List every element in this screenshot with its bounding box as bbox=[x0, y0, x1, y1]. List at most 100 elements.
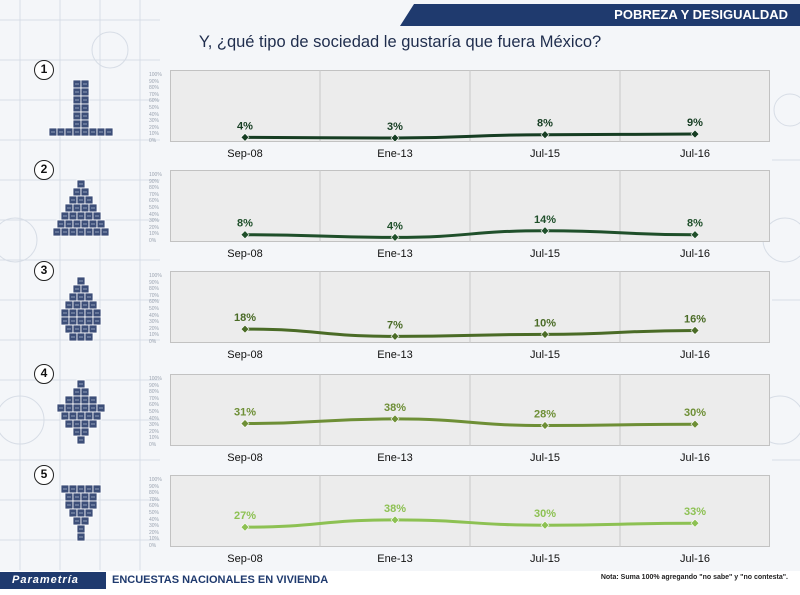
data-label: 28% bbox=[534, 409, 556, 421]
y-tick-label: 0% bbox=[149, 543, 157, 549]
x-tick-label: Jul-16 bbox=[680, 452, 710, 464]
data-label: 31% bbox=[234, 407, 256, 419]
y-tick-label: 70% bbox=[149, 292, 160, 299]
y-tick-label: 0% bbox=[149, 442, 157, 448]
y-tick-label: 60% bbox=[149, 299, 160, 306]
y-tick-label: 20% bbox=[149, 428, 160, 435]
y-tick-label: 80% bbox=[149, 389, 160, 396]
data-label: 18% bbox=[234, 312, 256, 324]
data-label: 7% bbox=[387, 319, 403, 331]
y-tick-label: 80% bbox=[149, 85, 160, 92]
y-tick-label: 30% bbox=[149, 523, 160, 530]
y-tick-label: 30% bbox=[149, 218, 160, 225]
y-tick-label: 90% bbox=[149, 279, 160, 286]
x-tick-label: Jul-16 bbox=[680, 148, 710, 160]
section-header-bar: POBREZA Y DESIGUALDAD bbox=[400, 4, 800, 26]
y-tick-label: 40% bbox=[149, 516, 160, 523]
data-point bbox=[240, 132, 250, 142]
data-label: 9% bbox=[687, 117, 703, 129]
y-tick-label: 0% bbox=[149, 138, 157, 144]
data-label: 8% bbox=[537, 118, 553, 130]
y-tick-label: 20% bbox=[149, 224, 160, 231]
y-tick-label: 10% bbox=[149, 435, 160, 442]
x-tick-label: Jul-15 bbox=[530, 452, 560, 464]
data-label: 27% bbox=[234, 510, 256, 522]
y-tick-label: 70% bbox=[149, 191, 160, 198]
chart-plot: 27% 38% 30% 33% bbox=[234, 475, 706, 547]
x-tick-label: Sep-08 bbox=[227, 452, 263, 464]
y-tick-label: 50% bbox=[149, 409, 160, 415]
brand-logo: Parametría bbox=[0, 572, 106, 589]
data-label: 33% bbox=[684, 506, 706, 518]
data-label: 38% bbox=[384, 503, 406, 515]
y-tick-label: 10% bbox=[149, 332, 160, 339]
data-point bbox=[690, 419, 700, 429]
x-tick-label: Sep-08 bbox=[227, 148, 263, 160]
y-tick-label: 50% bbox=[149, 205, 160, 211]
y-tick-label: 10% bbox=[149, 131, 160, 138]
panel-number: 2 bbox=[34, 160, 54, 180]
series-line bbox=[244, 327, 696, 338]
x-tick-label: Jul-15 bbox=[530, 349, 560, 361]
line-chart-panel: 0% 10% 20% 30% 40% 50% 60% 70% 80% 90% 100% 27% 38% 3… bbox=[149, 475, 770, 549]
series-line bbox=[244, 417, 696, 428]
y-tick-label: 80% bbox=[149, 185, 160, 192]
data-point bbox=[240, 522, 250, 532]
data-point bbox=[690, 326, 700, 335]
y-tick-label: 70% bbox=[149, 496, 160, 503]
series-line bbox=[244, 229, 696, 239]
data-label: 10% bbox=[534, 317, 556, 329]
data-label: 3% bbox=[387, 121, 403, 133]
y-tick-label: 100% bbox=[149, 172, 162, 178]
data-point bbox=[240, 230, 250, 240]
data-label: 30% bbox=[684, 407, 706, 419]
line-chart-panel: 0% 10% 20% 30% 40% 50% 60% 70% 80% 90% 100% 31% 38% 2… bbox=[149, 374, 770, 448]
y-tick-label: 70% bbox=[149, 395, 160, 402]
y-tick-label: 20% bbox=[149, 529, 160, 536]
society-pyramid-icon bbox=[56, 379, 106, 450]
x-tick-label: Sep-08 bbox=[227, 248, 263, 260]
y-tick-label: 40% bbox=[149, 312, 160, 319]
panel-number: 5 bbox=[34, 465, 54, 485]
y-tick-label: 100% bbox=[149, 376, 162, 382]
x-tick-label: Ene-13 bbox=[377, 148, 413, 160]
y-tick-label: 10% bbox=[149, 536, 160, 543]
y-tick-label: 20% bbox=[149, 325, 160, 332]
data-label: 4% bbox=[237, 120, 253, 132]
y-tick-label: 90% bbox=[149, 78, 160, 85]
data-label: 14% bbox=[534, 214, 556, 226]
data-label: 4% bbox=[387, 220, 403, 232]
panel-number: 3 bbox=[34, 261, 54, 281]
y-tick-label: 90% bbox=[149, 483, 160, 490]
x-tick-label: Sep-08 bbox=[227, 553, 263, 565]
y-tick-label: 30% bbox=[149, 319, 160, 326]
series-line bbox=[244, 518, 696, 529]
data-label: 38% bbox=[384, 402, 406, 414]
x-tick-label: Sep-08 bbox=[227, 349, 263, 361]
data-point bbox=[690, 518, 700, 528]
x-tick-label: Jul-15 bbox=[530, 148, 560, 160]
chart-plot: 31% 38% 28% 30% bbox=[234, 374, 706, 446]
x-tick-label: Ene-13 bbox=[377, 553, 413, 565]
data-point bbox=[390, 515, 400, 525]
data-point bbox=[540, 329, 550, 339]
x-tick-label: Jul-16 bbox=[680, 349, 710, 361]
y-tick-label: 90% bbox=[149, 178, 160, 185]
footer-bar bbox=[0, 571, 800, 595]
panel-number: 4 bbox=[34, 364, 54, 384]
chart-plot: 8% 4% 14% 8% bbox=[237, 170, 703, 242]
footnote: Nota: Suma 100% agregando "no sabe" y "n… bbox=[600, 574, 788, 581]
y-tick-label: 60% bbox=[149, 402, 160, 409]
society-pyramid-icon bbox=[60, 484, 102, 547]
data-label: 16% bbox=[684, 313, 706, 325]
y-tick-label: 50% bbox=[149, 306, 160, 312]
x-tick-label: Jul-16 bbox=[680, 248, 710, 260]
y-tick-label: 60% bbox=[149, 98, 160, 105]
page-title: Y, ¿qué tipo de sociedad le gustaría que… bbox=[198, 33, 602, 51]
y-tick-label: 80% bbox=[149, 286, 160, 293]
data-point bbox=[390, 133, 400, 142]
y-tick-label: 60% bbox=[149, 503, 160, 510]
data-label: 30% bbox=[534, 508, 556, 520]
y-tick-label: 100% bbox=[149, 477, 162, 483]
society-pyramid-icon bbox=[48, 79, 114, 142]
